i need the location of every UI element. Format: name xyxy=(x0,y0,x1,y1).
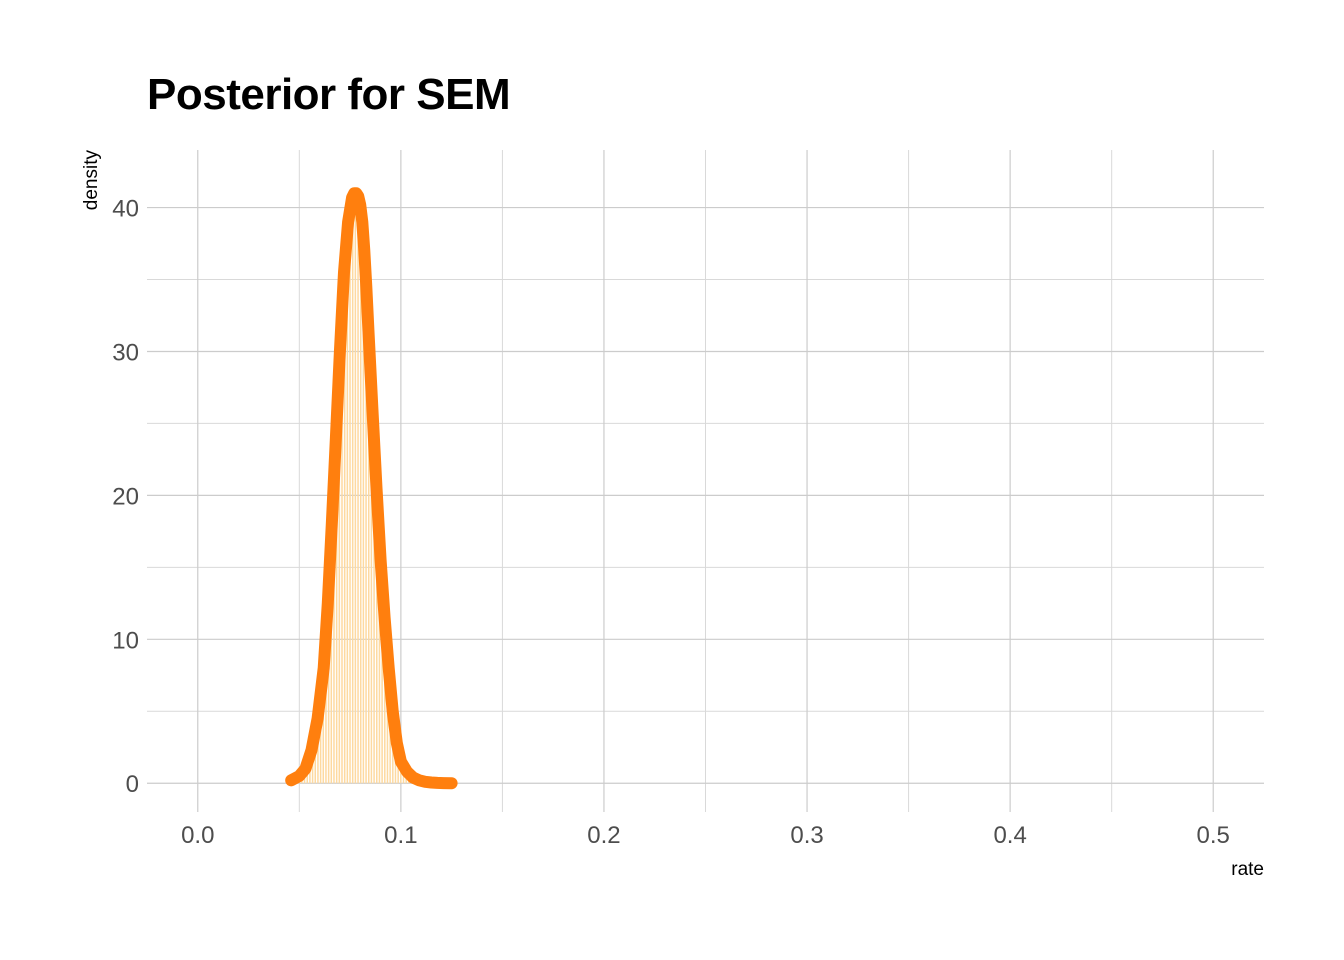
x-axis-ticks: 0.0 0.1 0.2 0.3 0.4 0.5 xyxy=(181,822,1230,849)
chart-title: Posterior for SEM xyxy=(147,70,511,119)
y-tick-label: 30 xyxy=(112,339,139,366)
x-tick-label: 0.4 xyxy=(993,822,1026,849)
y-tick-label: 40 xyxy=(112,196,139,223)
x-axis-title: rate xyxy=(1231,859,1264,880)
y-axis-ticks: 0 10 20 30 40 xyxy=(112,196,139,799)
y-axis-title: density xyxy=(81,150,102,211)
x-tick-label: 0.1 xyxy=(384,822,417,849)
x-tick-label: 0.0 xyxy=(181,822,214,849)
x-tick-label: 0.3 xyxy=(790,822,823,849)
y-tick-label: 0 xyxy=(126,771,139,798)
x-tick-label: 0.2 xyxy=(587,822,620,849)
x-tick-label: 0.5 xyxy=(1197,822,1230,849)
density-curve xyxy=(285,187,458,790)
y-tick-label: 20 xyxy=(112,483,139,510)
y-tick-label: 10 xyxy=(112,627,139,654)
